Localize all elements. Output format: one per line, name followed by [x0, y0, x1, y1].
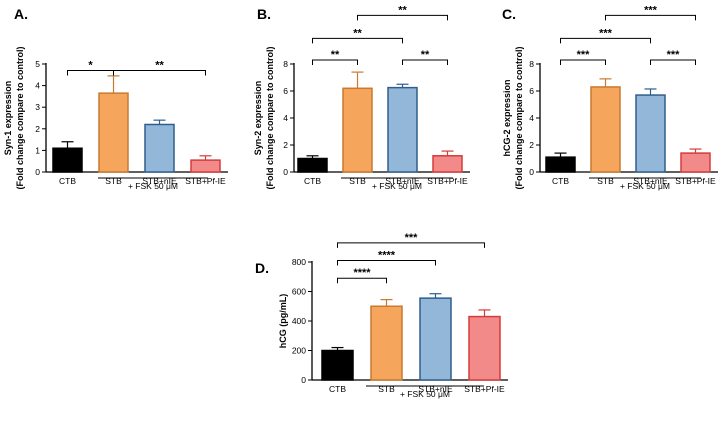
y-axis-label: Syn-2 expression — [253, 81, 263, 156]
bar-stb-nie — [144, 123, 175, 173]
x-tick-label: STB+nIE — [418, 384, 453, 394]
treatment-label: + FSK 50 μM — [372, 181, 422, 191]
significance-label: ** — [331, 49, 340, 61]
significance-label: ** — [398, 4, 407, 16]
x-tick-label: CTB — [304, 176, 321, 186]
y-tick-label: 0 — [301, 375, 306, 385]
y-tick-label: 600 — [292, 287, 306, 297]
y-axis-label: hCG-2 expression — [502, 79, 512, 156]
bar-stb-pf-ie — [190, 159, 221, 173]
significance-label: * — [88, 59, 93, 71]
y-axis-label: (Fold change compare to control) — [265, 46, 275, 189]
significance-bracket — [560, 59, 606, 65]
y-tick-label: 8 — [529, 59, 534, 69]
x-tick-label: STB+Pf-IE — [427, 176, 468, 186]
y-axis-label: (Fold change compare to control) — [514, 46, 524, 189]
treatment-label: + FSK 50 μM — [620, 181, 670, 191]
significance-bracket — [113, 69, 206, 76]
bar-ctb — [52, 147, 83, 173]
bar-stb — [370, 305, 403, 381]
y-tick-label: 0 — [35, 167, 40, 177]
significance-label: **** — [353, 267, 371, 279]
significance-bracket — [337, 242, 485, 248]
x-tick-label: STB — [597, 176, 614, 186]
y-axis-label: (Fold change compare to control) — [15, 46, 25, 189]
y-tick-label: 0 — [283, 167, 288, 177]
x-tick-label: STB+nIE — [142, 176, 177, 186]
bar-stb-pf-ie — [680, 152, 711, 173]
bar-ctb — [321, 349, 354, 381]
y-tick-label: 400 — [292, 316, 306, 326]
bar-stb — [342, 87, 373, 173]
x-tick-label: CTB — [329, 384, 346, 394]
x-tick-label: STB+nIE — [633, 176, 668, 186]
panel-label: D. — [255, 260, 269, 276]
significance-label: *** — [599, 27, 613, 39]
y-tick-label: 6 — [283, 86, 288, 96]
significance-bracket — [312, 37, 403, 44]
treatment-label: + FSK 50 μM — [400, 389, 450, 399]
bar-stb-nie — [419, 297, 452, 381]
x-tick-label: STB — [378, 384, 395, 394]
significance-bracket — [337, 277, 387, 284]
bar-stb — [98, 92, 129, 173]
y-tick-label: 4 — [35, 81, 40, 91]
significance-bracket — [605, 14, 696, 21]
bar-stb-nie — [635, 94, 666, 173]
bar-stb — [590, 86, 621, 173]
significance-label: ** — [155, 59, 164, 71]
y-tick-label: 6 — [529, 86, 534, 96]
bar-stb-pf-ie — [468, 315, 501, 381]
y-tick-label: 3 — [35, 102, 40, 112]
y-axis-label: Syn-1 expression — [3, 81, 13, 156]
significance-bracket — [650, 59, 696, 65]
panel-label: B. — [257, 6, 271, 22]
x-tick-label: STB — [105, 176, 122, 186]
significance-bracket — [402, 59, 448, 65]
significance-label: *** — [667, 49, 681, 61]
x-tick-label: STB+Pf-IE — [185, 176, 226, 186]
y-tick-label: 2 — [35, 124, 40, 134]
panel-a: A. 0 1 2 3 4 5 Syn-1 expression (Fold change com… — [3, 6, 228, 191]
y-tick-label: 4 — [283, 113, 288, 123]
bar-ctb — [545, 156, 576, 173]
bar-stb-nie — [387, 86, 418, 173]
significance-label: *** — [644, 4, 658, 16]
bar-stb-pf-ie — [432, 155, 463, 173]
significance-bracket — [560, 37, 651, 44]
significance-bracket — [357, 14, 448, 21]
y-tick-label: 8 — [283, 59, 288, 69]
y-tick-label: 2 — [283, 140, 288, 150]
y-tick-label: 0 — [529, 167, 534, 177]
panel-d: D. 0 200 400 600 800 hCG (pg/mL) CTB STB STB+nIE S… — [255, 232, 508, 399]
panel-c: C. 0 2 4 6 8 hCG-2 expression (Fold change comp… — [502, 4, 718, 191]
significance-label: ** — [353, 27, 362, 39]
x-tick-label: CTB — [552, 176, 569, 186]
y-tick-label: 200 — [292, 346, 306, 356]
significance-label: *** — [577, 49, 591, 61]
significance-bracket — [312, 59, 358, 65]
y-tick-label: 4 — [529, 113, 534, 123]
y-tick-label: 800 — [292, 257, 306, 267]
panel-label: A. — [14, 6, 28, 22]
treatment-label: + FSK 50 μM — [128, 181, 178, 191]
significance-bracket — [337, 260, 436, 266]
panel-b: B. 0 2 4 6 8 Syn-2 expression (Fold change comp… — [253, 4, 470, 191]
significance-label: ** — [421, 49, 430, 61]
x-tick-label: CTB — [59, 176, 76, 186]
y-tick-label: 1 — [35, 145, 40, 155]
y-axis-label: hCG (pg/mL) — [278, 294, 288, 349]
x-tick-label: STB — [349, 176, 366, 186]
significance-label: *** — [405, 232, 419, 244]
panel-label: C. — [502, 6, 516, 22]
x-tick-label: STB+Pf-IE — [464, 384, 505, 394]
y-tick-label: 2 — [529, 140, 534, 150]
y-tick-label: 5 — [35, 59, 40, 69]
x-tick-label: STB+nIE — [385, 176, 420, 186]
bar-ctb — [297, 157, 328, 173]
x-tick-label: STB+Pf-IE — [675, 176, 716, 186]
significance-label: **** — [378, 250, 396, 262]
